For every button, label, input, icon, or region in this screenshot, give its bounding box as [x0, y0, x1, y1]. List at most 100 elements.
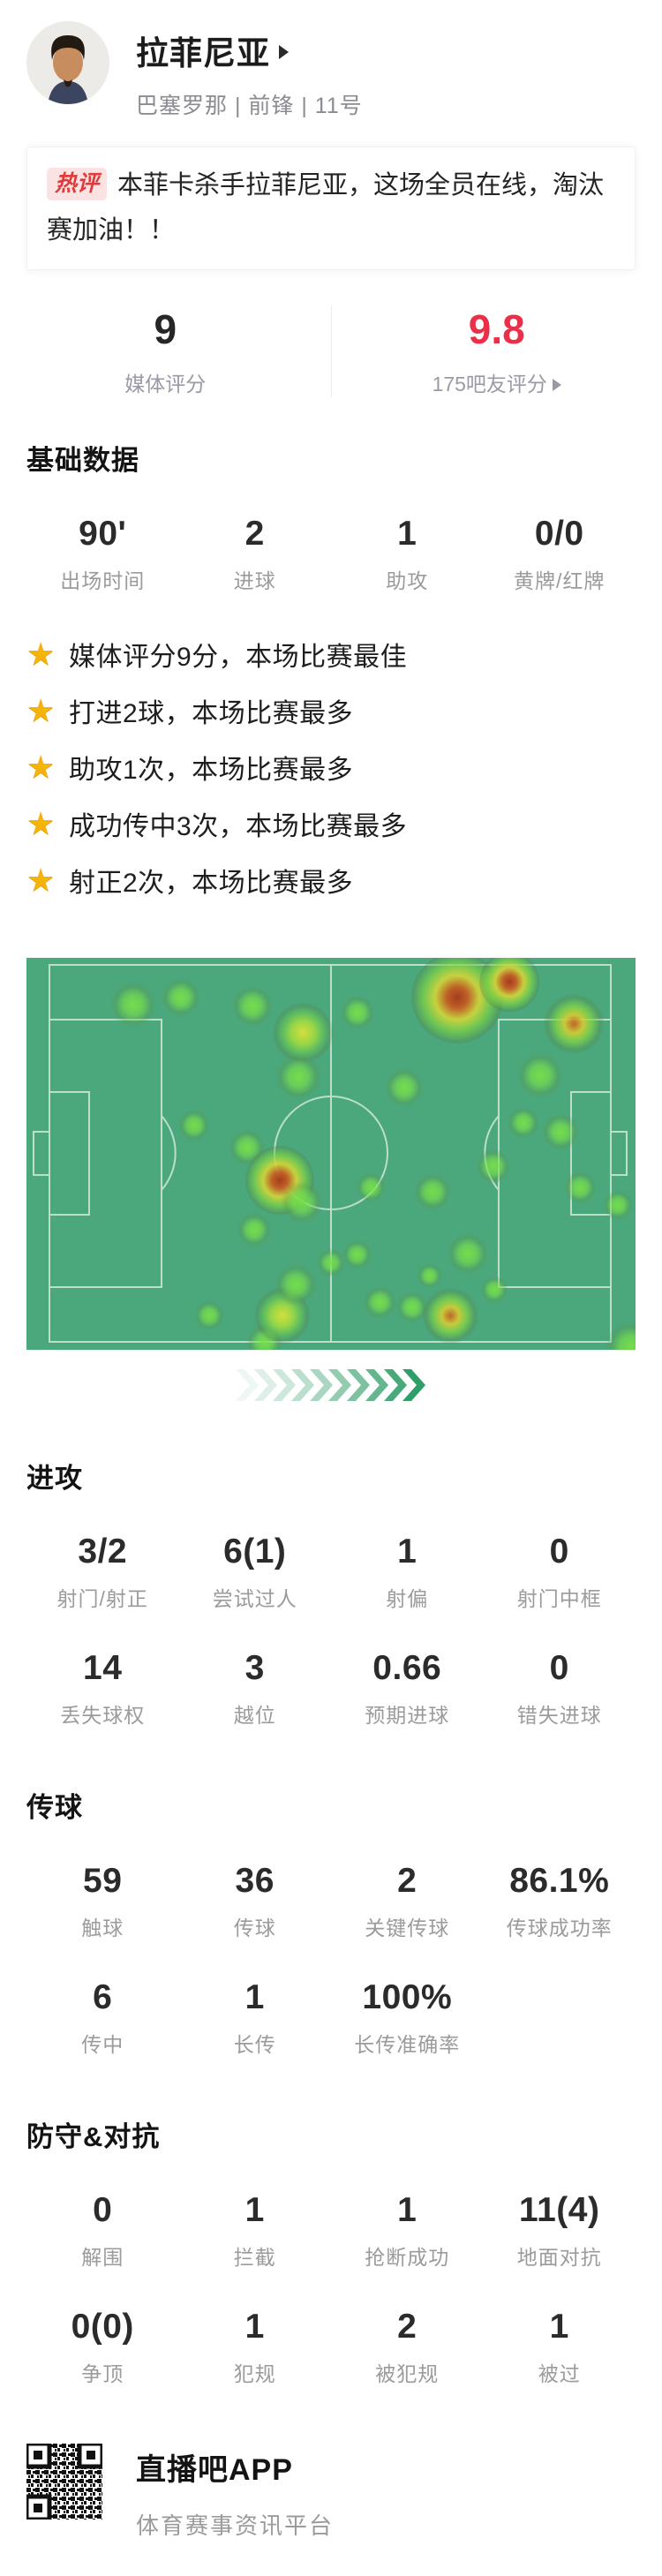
- name-arrow-icon: [279, 45, 289, 59]
- stat-label: 地面对抗: [484, 2241, 636, 2271]
- stat-label: 尝试过人: [179, 1582, 332, 1612]
- stat-cell: 1 抢断成功: [331, 2191, 484, 2271]
- stat-value: 1: [179, 2191, 332, 2230]
- fans-rating-label: 175吧友评分: [332, 367, 662, 397]
- stat-value: 1: [331, 2191, 484, 2230]
- stat-value: 2: [331, 2308, 484, 2346]
- section-title-passing: 传球: [26, 1785, 636, 1825]
- stat-cell: 100% 长传准确率: [331, 1978, 484, 2058]
- heatmap-blob: [480, 1276, 508, 1303]
- stat-cell: 0/0 黄牌/红牌: [484, 515, 636, 594]
- ratings: 9 媒体评分 9.8 175吧友评分: [0, 305, 662, 397]
- avatar-image: [26, 21, 109, 104]
- stat-value: 14: [26, 1649, 179, 1688]
- star-icon: ★: [26, 805, 69, 842]
- hot-comment-badge: 热评: [47, 168, 107, 200]
- highlight-row: ★ 打进2球，本场比赛最多: [26, 682, 636, 739]
- stat-value: 6(1): [179, 1533, 332, 1571]
- section-title-basic: 基础数据: [26, 438, 636, 478]
- heatmap-blob: [542, 1113, 579, 1150]
- highlight-row: ★ 助攻1次，本场比赛最多: [26, 739, 636, 795]
- heatmap-blob: [317, 1249, 344, 1277]
- stat-label: 抢断成功: [331, 2241, 484, 2271]
- stat-cell: 1 犯规: [179, 2308, 332, 2387]
- section-defense: 防守&对抗 0 解围 1 拦截 1 抢断成功 11(4) 地面对抗 0(0) 争…: [0, 2114, 662, 2387]
- heatmap-blob: [385, 1068, 424, 1107]
- heatmap-blob: [237, 1213, 272, 1247]
- stat-value: 59: [26, 1862, 179, 1901]
- stat-row: 6 传中 1 长传 100% 长传准确率: [26, 1978, 636, 2058]
- heatmap-blob: [477, 1149, 511, 1184]
- chevron-arrows-icon: [236, 1367, 426, 1403]
- player-name: 拉菲尼亚: [136, 26, 270, 74]
- stat-value: 2: [179, 515, 332, 554]
- stat-value: 3: [179, 1649, 332, 1688]
- stat-label: 关键传球: [331, 1911, 484, 1941]
- player-name-row[interactable]: 拉菲尼亚: [136, 26, 363, 74]
- media-rating-value: 9: [0, 305, 331, 353]
- heatmap-blob: [356, 1172, 386, 1202]
- hot-comment-text: 本菲卡杀手拉菲尼亚，这场全员在线，淘汰赛加油！！: [47, 171, 604, 245]
- stat-value: 0: [26, 2191, 179, 2230]
- heatmap-blob: [273, 1003, 333, 1063]
- heatmap-blob: [232, 985, 274, 1027]
- heatmap-blobs: [26, 958, 636, 1350]
- stat-label: 长传: [179, 2028, 332, 2058]
- heatmap-blob: [423, 1288, 478, 1343]
- stat-value: 0: [484, 1533, 636, 1571]
- app-description: 体育赛事资讯平台: [136, 2508, 334, 2541]
- stat-label: 触球: [26, 1911, 179, 1941]
- star-icon: ★: [26, 692, 69, 729]
- heatmap-blob: [564, 1171, 596, 1203]
- heatmap-blob: [340, 995, 374, 1029]
- stat-row: 3/2 射门/射正 6(1) 尝试过人 1 射偏 0 射门中框: [26, 1533, 636, 1612]
- stat-cell: 2 关键传球: [331, 1862, 484, 1941]
- stat-cell: 86.1% 传球成功率: [484, 1862, 636, 1941]
- stat-value: 1: [331, 1533, 484, 1571]
- stat-cell: 6(1) 尝试过人: [179, 1533, 332, 1612]
- stat-label: 解围: [26, 2241, 179, 2271]
- stat-label: 被犯规: [331, 2357, 484, 2387]
- stat-value: 0/0: [484, 515, 636, 554]
- stat-label: 被过: [484, 2357, 636, 2387]
- highlight-text: 射正2次，本场比赛最多: [69, 861, 353, 900]
- heatmap-blob: [178, 1110, 210, 1141]
- section-basic: 基础数据 90' 出场时间 2 进球 1 助攻 0/0 黄牌/红牌: [0, 438, 662, 594]
- heatmap-blob: [364, 1286, 395, 1318]
- heatmap-blob: [194, 1300, 224, 1330]
- heatmap-blob: [342, 1239, 372, 1269]
- stat-row: 59 触球 36 传球 2 关键传球 86.1% 传球成功率: [26, 1862, 636, 1941]
- star-icon: ★: [26, 749, 69, 786]
- stat-label: 犯规: [179, 2357, 332, 2387]
- stat-label: 传球: [179, 1911, 332, 1941]
- stat-value: 1: [331, 515, 484, 554]
- stat-label: 射门/射正: [26, 1582, 179, 1612]
- stat-cell: 6 传中: [26, 1978, 179, 2058]
- heatmap-blob: [414, 1173, 451, 1210]
- stat-cell: 0.66 预期进球: [331, 1649, 484, 1729]
- avatar[interactable]: [26, 21, 109, 104]
- heatmap-blob: [162, 978, 200, 1017]
- stat-label: 进球: [179, 564, 332, 594]
- stat-value: 0.66: [331, 1649, 484, 1688]
- heatmap-blob: [275, 1264, 317, 1306]
- fans-rating-arrow-icon: [553, 379, 561, 391]
- heatmap-blob: [508, 1107, 539, 1139]
- qr-code: [26, 2444, 102, 2520]
- heatmap-blob: [245, 1146, 314, 1215]
- stat-label: 越位: [179, 1699, 332, 1729]
- section-passing: 传球 59 触球 36 传球 2 关键传球 86.1% 传球成功率 6 传中 1…: [0, 1785, 662, 2058]
- heatmap-blob: [517, 1052, 563, 1098]
- fans-rating-label-text: 175吧友评分: [433, 373, 547, 395]
- stat-value: 90': [26, 515, 179, 554]
- player-team-line: 巴塞罗那 | 前锋 | 11号: [136, 88, 363, 120]
- highlight-row: ★ 媒体评分9分，本场比赛最佳: [26, 626, 636, 682]
- stat-label: 黄牌/红牌: [484, 564, 636, 594]
- stat-row: 90' 出场时间 2 进球 1 助攻 0/0 黄牌/红牌: [26, 515, 636, 594]
- fans-rating[interactable]: 9.8 175吧友评分: [332, 305, 662, 397]
- heatmap-blob: [246, 1324, 283, 1350]
- stat-row: 0 解围 1 拦截 1 抢断成功 11(4) 地面对抗: [26, 2191, 636, 2271]
- stat-cell: 36 传球: [179, 1862, 332, 1941]
- stat-label: 丢失球权: [26, 1699, 179, 1729]
- pitch-heatmap: [26, 958, 636, 1350]
